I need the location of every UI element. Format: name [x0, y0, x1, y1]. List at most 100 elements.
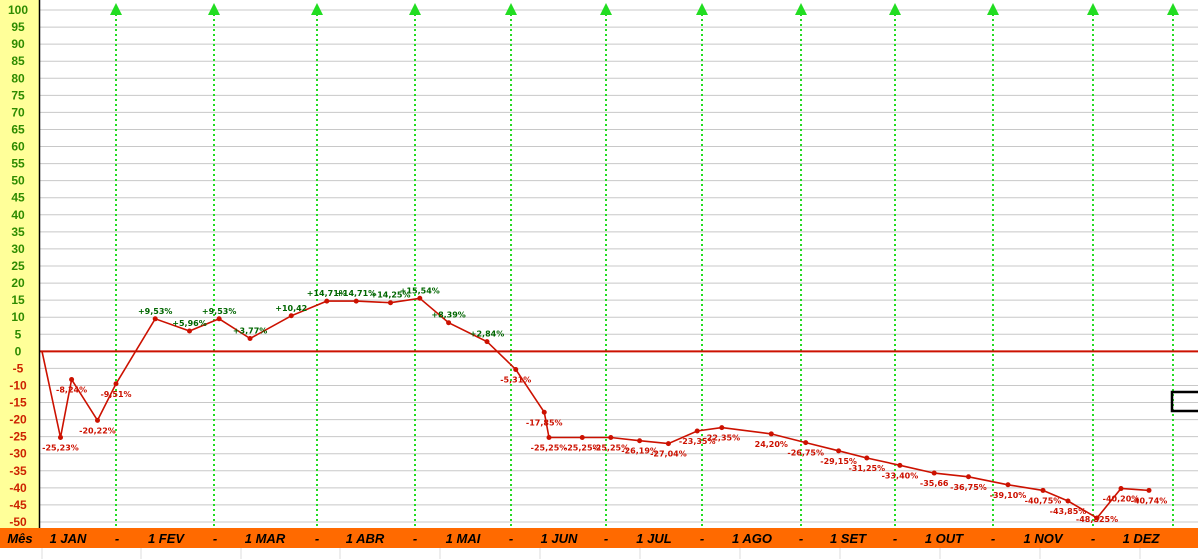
data-label: +14,71%	[307, 289, 347, 298]
data-label: +9,53%	[202, 307, 236, 316]
data-point	[513, 366, 519, 372]
data-label: -25,23%	[42, 443, 79, 452]
month-marker-arrow	[1087, 3, 1099, 15]
data-point	[931, 470, 937, 476]
data-point	[719, 425, 725, 431]
month-marker-arrow	[311, 3, 323, 15]
data-label: -25,25%	[531, 444, 568, 453]
month-marker-arrow	[600, 3, 612, 15]
data-point	[95, 417, 100, 423]
data-point	[324, 298, 330, 304]
data-label: +9,53%	[138, 307, 172, 316]
data-point	[417, 295, 423, 301]
data-label: -39,10%	[990, 491, 1027, 500]
x-tick-label: 1 FEV	[148, 531, 185, 546]
plot-area	[40, 0, 1198, 528]
data-label: -23,35%	[679, 437, 716, 446]
month-marker-arrow	[409, 3, 421, 15]
data-label: -48,825%	[1076, 515, 1118, 524]
x-tick-label: -	[1091, 531, 1095, 546]
y-tick-label: -30	[9, 447, 27, 461]
data-point	[187, 328, 192, 334]
x-tick-label: -	[115, 531, 119, 546]
data-label: -36,75%	[950, 483, 987, 492]
data-label: +15,54%	[400, 286, 440, 295]
data-point	[637, 438, 643, 444]
x-tick-label: 1 MAR	[245, 531, 286, 546]
data-point	[803, 440, 809, 446]
y-tick-label: 70	[11, 105, 25, 119]
x-tick-label: -	[893, 531, 897, 546]
data-point	[58, 434, 63, 440]
data-point	[897, 462, 903, 468]
data-label: -26,75%	[787, 449, 824, 458]
y-tick-label: 100	[8, 3, 28, 17]
y-tick-label: 50	[11, 174, 25, 188]
data-point	[446, 320, 452, 326]
data-label: -31,25%	[848, 464, 885, 473]
y-tick-label: 10	[11, 310, 25, 324]
month-marker-arrow	[795, 3, 807, 15]
x-tick-label: -	[799, 531, 803, 546]
data-label: -5,31%	[500, 375, 531, 384]
data-label: -29,15%	[820, 457, 857, 466]
x-tick-label: 1 SET	[830, 531, 867, 546]
month-marker-arrow	[696, 3, 708, 15]
month-marker-arrow	[505, 3, 517, 15]
data-point	[1146, 487, 1152, 493]
data-point	[608, 435, 614, 441]
y-tick-label: -35	[9, 464, 27, 478]
y-axis-panel	[0, 0, 39, 528]
data-label: -27,04%	[650, 450, 687, 459]
y-tick-label: 45	[11, 191, 25, 205]
x-tick-label: 1 ABR	[346, 531, 385, 546]
data-label: -25,25%	[564, 444, 601, 453]
data-point	[864, 455, 870, 461]
y-tick-label: -10	[9, 378, 27, 392]
y-tick-label: 0	[15, 344, 22, 358]
series-line	[41, 297, 1150, 520]
data-point	[247, 335, 253, 341]
month-marker-arrow	[987, 3, 999, 15]
data-point	[484, 339, 490, 345]
data-label: -26,19%	[621, 447, 658, 456]
x-tick-label: -	[213, 531, 217, 546]
data-label: -20,22%	[79, 426, 116, 435]
data-point	[546, 435, 552, 441]
y-tick-label: 25	[11, 259, 25, 273]
data-label: +3,77%	[233, 326, 267, 335]
data-point	[665, 441, 671, 447]
month-marker-arrow	[110, 3, 122, 15]
x-tick-label: -	[700, 531, 704, 546]
y-tick-label: 80	[11, 71, 25, 85]
data-label: +14,25%	[370, 291, 410, 300]
y-tick-label: 65	[11, 122, 25, 136]
x-tick-label: -	[509, 531, 513, 546]
data-point	[1118, 486, 1124, 492]
data-label: +2,84%	[470, 330, 504, 339]
x-tick-label: 1 JUL	[636, 531, 671, 546]
data-point	[541, 409, 547, 415]
y-tick-label: 20	[11, 276, 25, 290]
data-label: -33,40%	[882, 471, 919, 480]
y-tick-label: -45	[9, 498, 27, 512]
y-tick-label: 35	[11, 225, 25, 239]
data-point	[288, 313, 294, 319]
x-tick-label: -	[413, 531, 417, 546]
data-label: -35,66	[920, 479, 949, 488]
data-label: -40,75%	[1025, 496, 1062, 505]
data-label: -17,85%	[526, 418, 563, 427]
bottom-strip	[0, 548, 1198, 559]
data-label: +10,42	[275, 304, 307, 313]
data-label: -40,74%	[1131, 496, 1168, 505]
month-marker-arrow	[1167, 3, 1179, 15]
data-label: -40,20%	[1103, 495, 1140, 504]
x-tick-label: 1 JUN	[541, 531, 578, 546]
y-tick-label: -15	[9, 396, 27, 410]
scroll-handle-icon	[1170, 390, 1198, 413]
data-label: -9,51%	[100, 390, 131, 399]
data-point	[216, 316, 222, 322]
x-tick-label: 1 JAN	[50, 531, 87, 546]
x-axis-title: Mês	[7, 531, 32, 546]
